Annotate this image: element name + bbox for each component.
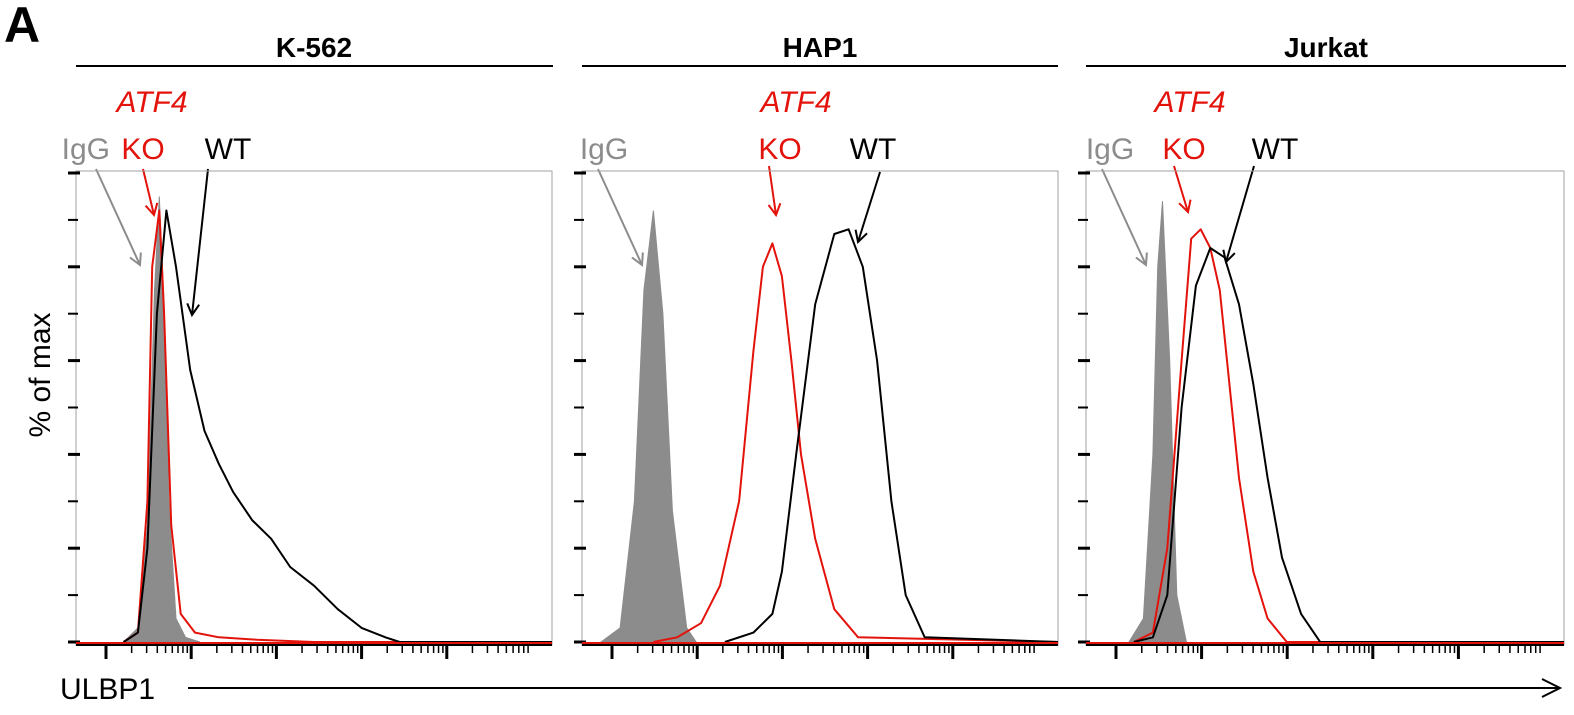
panel-title-jurkat: Jurkat <box>1284 32 1368 63</box>
panel-title-hap1: HAP1 <box>783 32 858 63</box>
histogram-wt-jurkat <box>1133 247 1564 643</box>
y-axis-label: % of max <box>24 312 57 437</box>
plot-area-k562 <box>68 171 552 659</box>
histogram-wt-hap1 <box>724 228 1059 643</box>
panel-letter: A <box>4 0 40 53</box>
igg-arrow-jurkat <box>1101 168 1146 265</box>
igg-label-jurkat: IgG <box>1086 133 1134 166</box>
histogram-atf4-ko-jurkat <box>1133 228 1564 643</box>
histogram-atf4-ko-k562 <box>123 209 552 643</box>
ko-label-k562: KO <box>121 133 164 166</box>
ko-arrow-hap1 <box>769 165 776 215</box>
histogram-igg-hap1 <box>599 210 698 643</box>
histogram-wt-k562 <box>123 209 552 643</box>
igg-arrow-hap1 <box>597 168 642 265</box>
wt-arrow-jurkat <box>1226 165 1255 262</box>
panel-jurkat: Jurkat ATF4 IgG KO WT <box>1078 32 1566 659</box>
wt-label-jurkat: WT <box>1252 133 1299 166</box>
panel-k562: K-562 ATF4 IgG KO WT <box>62 32 553 659</box>
igg-arrow-k562 <box>95 168 140 265</box>
wt-label-hap1: WT <box>850 133 897 166</box>
atf4-label-k562: ATF4 <box>114 86 187 119</box>
atf4-label-hap1: ATF4 <box>758 86 831 119</box>
wt-label-k562: WT <box>205 133 252 166</box>
igg-label-hap1: IgG <box>580 133 628 166</box>
ko-arrow-jurkat <box>1173 165 1188 212</box>
x-axis-label: ULBP1 <box>60 673 155 706</box>
panel-hap1: HAP1 ATF4 IgG KO WT <box>574 32 1059 659</box>
histogram-atf4-ko-hap1 <box>653 242 1059 643</box>
panel-title-k562: K-562 <box>276 32 352 63</box>
ko-label-hap1: KO <box>758 133 801 166</box>
wt-arrow-k562 <box>192 168 209 315</box>
plot-area-jurkat <box>1078 171 1564 659</box>
atf4-label-jurkat: ATF4 <box>1152 86 1225 119</box>
ko-label-jurkat: KO <box>1162 133 1205 166</box>
igg-label-k562: IgG <box>62 133 110 166</box>
ko-arrow-k562 <box>142 168 154 215</box>
wt-arrow-hap1 <box>858 171 881 242</box>
plot-area-hap1 <box>574 171 1059 659</box>
